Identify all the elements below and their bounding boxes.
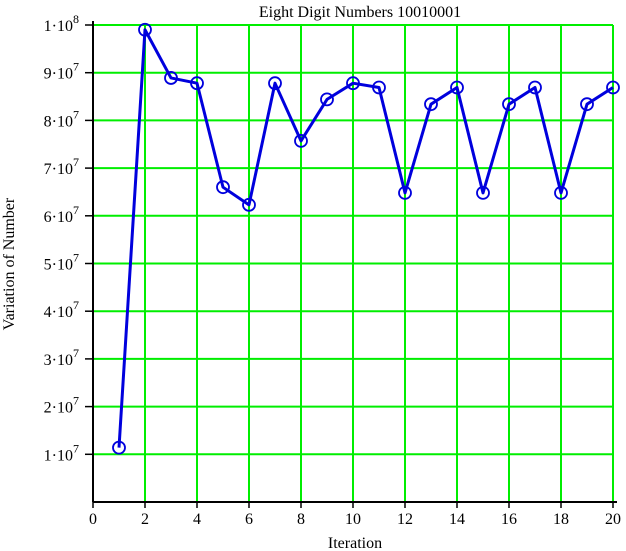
x-tick-label: 12 bbox=[397, 511, 413, 528]
y-tick-label: 1·107 bbox=[44, 441, 79, 464]
y-tick-label: 6·107 bbox=[44, 203, 79, 226]
data-point bbox=[476, 186, 490, 200]
x-tick-label: 0 bbox=[89, 511, 97, 528]
data-point bbox=[424, 97, 438, 112]
data-point bbox=[528, 80, 542, 95]
y-tick-label: 7·107 bbox=[44, 155, 79, 178]
axes bbox=[85, 21, 617, 508]
data-point bbox=[164, 71, 178, 85]
y-tick-label: 4·107 bbox=[44, 298, 79, 321]
x-tick-label: 6 bbox=[245, 511, 253, 528]
data-point bbox=[372, 80, 386, 95]
x-tick-label: 8 bbox=[297, 511, 305, 528]
x-tick-label: 18 bbox=[553, 511, 569, 528]
data-point bbox=[554, 186, 568, 200]
data-point bbox=[450, 80, 464, 95]
data-point bbox=[242, 197, 256, 212]
data-point bbox=[398, 186, 412, 200]
x-axis-label: Iteration bbox=[328, 535, 382, 551]
y-tick-label: 1·108 bbox=[44, 12, 79, 35]
x-tick-label: 2 bbox=[141, 511, 149, 528]
x-tick-label: 10 bbox=[345, 511, 361, 528]
data-point bbox=[294, 134, 308, 148]
data-point bbox=[190, 76, 204, 91]
tick-labels: 0 2 4 6 8 10 12 14 16 18 20 1·107 2·107 3·107 4·107 5·1… bbox=[44, 12, 621, 528]
x-tick-label: 14 bbox=[449, 511, 465, 528]
x-tick-label: 20 bbox=[605, 511, 621, 528]
series bbox=[112, 22, 620, 455]
data-point bbox=[346, 76, 360, 91]
data-point bbox=[502, 97, 516, 112]
data-point bbox=[216, 180, 230, 195]
data-point bbox=[138, 22, 152, 37]
grid bbox=[93, 24, 614, 502]
y-tick-label: 9·107 bbox=[44, 60, 79, 83]
y-axis-label: Variation of Number bbox=[1, 197, 18, 330]
data-point bbox=[320, 92, 334, 107]
chart-title: Eight Digit Numbers 10010001 bbox=[259, 4, 461, 21]
x-tick-label: 4 bbox=[193, 511, 201, 528]
x-tick-label: 16 bbox=[501, 511, 517, 528]
data-point bbox=[268, 76, 282, 91]
y-tick-label: 2·107 bbox=[44, 394, 79, 417]
y-tick-label: 8·107 bbox=[44, 107, 79, 130]
y-tick-label: 3·107 bbox=[44, 346, 79, 369]
data-point bbox=[580, 97, 594, 112]
y-tick-label: 5·107 bbox=[44, 251, 79, 274]
data-point bbox=[606, 80, 620, 95]
data-point bbox=[112, 440, 126, 455]
